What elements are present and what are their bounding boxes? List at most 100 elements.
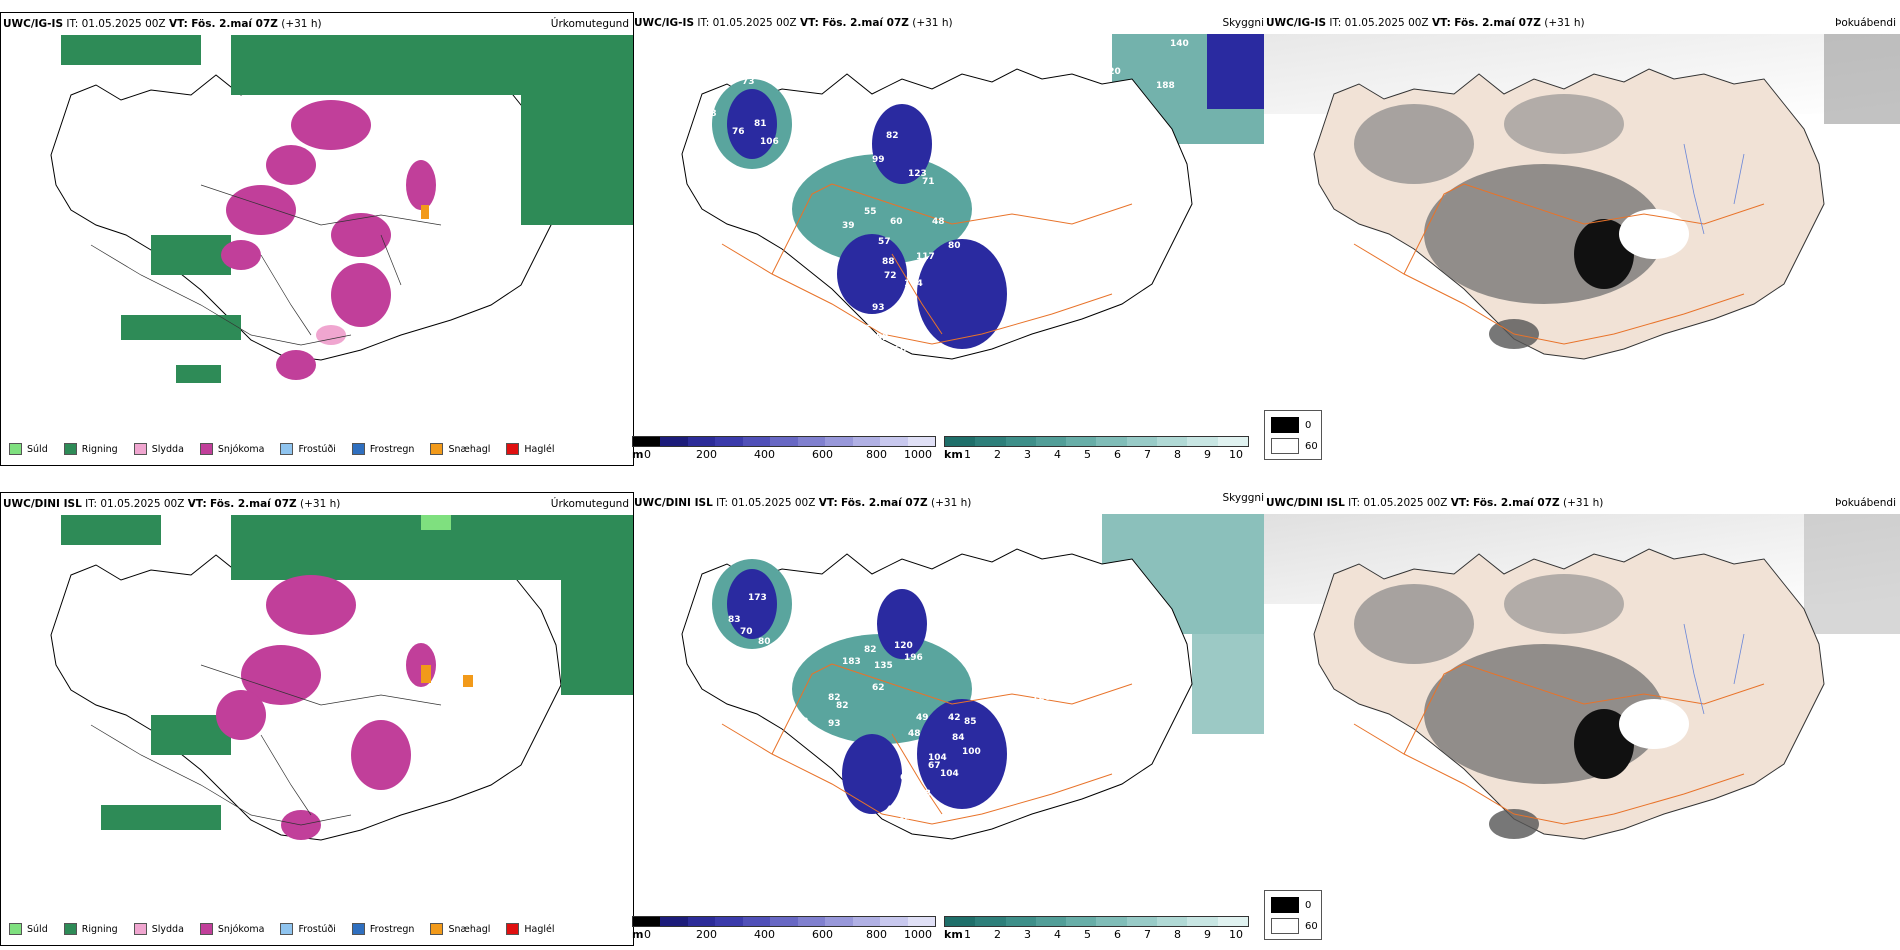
colorbar-ticks: km 1 2 3 4 5 6 7 8 9 10 <box>944 927 1249 941</box>
colorbar-segment <box>660 917 688 926</box>
colorbar-km: km 1 2 3 4 5 6 7 8 9 10 <box>944 436 1249 461</box>
cloud-base-value: 67 <box>928 761 941 771</box>
snow-area <box>406 160 436 210</box>
colorbar-segment <box>1035 917 1067 926</box>
colorbar-unit: m <box>632 448 644 461</box>
cloud-base-value: 80 <box>948 241 961 251</box>
cloud-base-panel-bottom: UWC/DINI ISL IT: 01.05.2025 00Z VT: Fös.… <box>632 492 1264 944</box>
colorbar-tick: 200 <box>696 448 717 461</box>
colorbar-tick: 8 <box>1174 928 1181 941</box>
colorbar-unit: km <box>944 448 963 461</box>
legend-swatch-low <box>1271 438 1299 454</box>
cloud-base-value: 70 <box>1060 661 1073 671</box>
cloud-base-value: 82 <box>864 645 877 655</box>
cloud-base-value: 81 <box>754 119 767 129</box>
legend-item: Rigning <box>63 923 118 935</box>
colorbar-segment <box>825 917 853 926</box>
cloud-base-value: 82 <box>886 131 899 141</box>
ice-pellets-area <box>421 665 431 683</box>
low-cloud-area <box>727 89 777 159</box>
roads <box>721 183 1133 345</box>
cloud-base-value: 188 <box>1156 81 1175 91</box>
colorbar-tick: 9 <box>1204 928 1211 941</box>
cloud-base-value: 117 <box>916 252 935 262</box>
snow-area <box>331 213 391 257</box>
cloud-base-value: 135 <box>874 661 893 671</box>
colorbar-tick: 2 <box>994 448 1001 461</box>
colorbar-segment <box>742 437 771 446</box>
roads <box>1353 663 1765 825</box>
roads <box>721 663 1133 825</box>
legend-item: Rigning <box>63 443 118 455</box>
low-cloud-area <box>872 104 932 184</box>
cloud-base-value: 76 <box>732 127 745 137</box>
snow-area <box>266 145 316 185</box>
cloud-base-value: 206 <box>710 205 729 215</box>
roads <box>90 184 442 346</box>
low-cloud-area <box>727 569 777 639</box>
rivers <box>1683 623 1745 715</box>
ice-pellets-area <box>463 675 473 687</box>
cloud-base-value: 24 <box>732 795 745 805</box>
colorbar-segment <box>945 917 976 926</box>
colorbar-segment <box>880 437 908 446</box>
cloud-base-value: 94 <box>724 783 737 793</box>
sleet-area <box>316 325 346 345</box>
precip-type-panel-top: UWC/IG-IS IT: 01.05.2025 00Z VT: Fös. 2.… <box>0 12 634 466</box>
colorbar-tick: 800 <box>866 928 887 941</box>
rain-area <box>521 95 633 225</box>
cloud-base-value: 196 <box>904 653 923 663</box>
cloud-base-value: 70 <box>740 627 753 637</box>
colorbar-segment <box>907 437 935 446</box>
rain-area <box>561 575 633 695</box>
cloud-base-value: 62 <box>872 683 885 693</box>
colorbar-segment <box>715 917 743 926</box>
colorbar-segment <box>852 437 881 446</box>
colorbar-segment <box>907 917 935 926</box>
cloud-base-map: 85 73 78 76 106 81 92 89 82 99 123 206 55 60 48 39 57 88 1… <box>681 34 1264 360</box>
snow-area <box>266 575 356 635</box>
colorbar-segment <box>1217 437 1248 446</box>
cloud-base-value: 104 <box>928 753 947 763</box>
colorbar-segment <box>797 917 826 926</box>
colorbar-m: m 0 200 400 600 800 1000 <box>632 436 936 461</box>
colorbar-segment <box>825 437 853 446</box>
colorbar-segment <box>1066 437 1097 446</box>
colorbar-segment <box>880 917 908 926</box>
colorbar-segment <box>975 437 1006 446</box>
snow-area <box>351 720 411 790</box>
colorbar-strip <box>944 436 1249 447</box>
cloud-base-value: 89 <box>864 119 877 129</box>
cloud-base-value: 123 <box>908 169 927 179</box>
colorbar-tick: 800 <box>866 448 887 461</box>
rain-area <box>231 35 633 95</box>
colorbar-tick: 10 <box>1229 448 1243 461</box>
legend-item: Frostregn <box>351 923 414 935</box>
cloud-base-value: 104 <box>940 769 959 779</box>
cloud-base-value: 183 <box>842 657 861 667</box>
fog-area <box>1619 699 1689 749</box>
cloud-base-value: 65 <box>898 817 911 827</box>
cloud-base-value: 82 <box>828 693 841 703</box>
legend-item: Súld <box>9 923 48 935</box>
snow-area <box>276 350 316 380</box>
colorbar-segment <box>1096 917 1127 926</box>
colorbar-segment <box>1187 917 1218 926</box>
fog-area <box>1504 574 1624 634</box>
cloud-base-value: 39 <box>842 221 855 231</box>
fog-area <box>1354 584 1474 664</box>
high-cloud-area <box>1192 634 1264 734</box>
snow-area <box>291 100 371 150</box>
rain-area <box>101 805 221 830</box>
colorbar-tick: 4 <box>1054 448 1061 461</box>
low-cloud-area <box>1207 34 1264 109</box>
cloud-base-value: 85 <box>712 55 725 65</box>
low-cloud-area <box>877 589 927 659</box>
colorbar-tick: 2 <box>994 928 1001 941</box>
colorbar-ticks: m 0 200 400 600 800 1000 <box>632 927 936 941</box>
cloud-base-value: 83 <box>728 615 741 625</box>
colorbar-ticks: km 1 2 3 4 5 6 7 8 9 10 <box>944 447 1249 461</box>
colorbar-segment <box>633 437 661 446</box>
cloud-base-value: 185 <box>1084 135 1103 145</box>
colorbar-segment <box>660 437 688 446</box>
